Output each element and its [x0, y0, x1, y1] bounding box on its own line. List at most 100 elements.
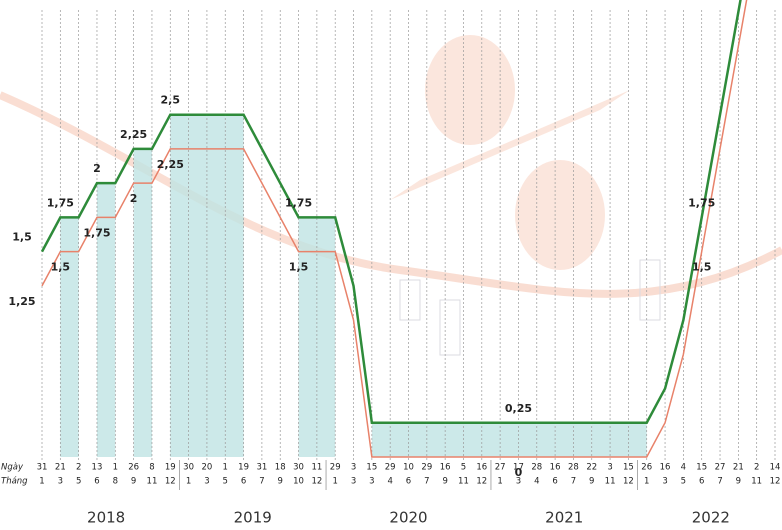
- month-label: 1: [332, 477, 337, 487]
- month-label: 1: [497, 477, 502, 487]
- plateau-band: [426, 422, 446, 457]
- value-label: 0,25: [505, 402, 532, 415]
- day-label: 19: [165, 463, 176, 473]
- day-label: 11: [311, 463, 322, 473]
- day-label: 19: [238, 463, 249, 473]
- month-label: 11: [458, 477, 469, 487]
- month-label: 5: [223, 477, 228, 487]
- day-label: 18: [275, 463, 286, 473]
- month-label: 5: [681, 477, 686, 487]
- day-row-label: Ngày: [1, 463, 24, 473]
- value-label: 2,5: [161, 94, 181, 107]
- plateau-band: [500, 422, 519, 457]
- day-label: 27: [715, 463, 726, 473]
- year-label: 2018: [87, 509, 125, 527]
- plateau-band: [408, 422, 427, 457]
- month-label: 9: [589, 477, 594, 487]
- value-label: 1,5: [289, 261, 309, 274]
- value-label: 2: [93, 162, 101, 175]
- month-label: 4: [534, 477, 539, 487]
- day-label: 29: [421, 463, 432, 473]
- day-label: 3: [607, 463, 612, 473]
- plateau-band: [591, 422, 611, 457]
- day-label: 15: [623, 463, 634, 473]
- month-label: 1: [39, 477, 44, 487]
- month-label: 12: [623, 477, 634, 487]
- day-label: 31: [37, 463, 48, 473]
- value-label: 0: [515, 466, 523, 479]
- month-label: 6: [94, 477, 99, 487]
- day-label: 31: [256, 463, 267, 473]
- value-label: 1,75: [285, 196, 312, 209]
- month-label: 11: [751, 477, 762, 487]
- day-label: 13: [92, 463, 103, 473]
- day-label: 15: [696, 463, 707, 473]
- month-label: 3: [351, 477, 356, 487]
- day-label: 17: [513, 463, 524, 473]
- plateau-band: [390, 422, 409, 457]
- rate-line: [41, 0, 748, 458]
- month-label: 11: [147, 477, 158, 487]
- plateau-band: [555, 422, 574, 457]
- month-label: 9: [131, 477, 136, 487]
- plateau-band: [463, 422, 482, 457]
- month-label: 7: [571, 477, 576, 487]
- day-label: 5: [461, 463, 466, 473]
- day-label: 30: [293, 463, 304, 473]
- value-label: 1,75: [47, 196, 74, 209]
- day-label: 16: [660, 463, 671, 473]
- day-label: 8: [149, 463, 154, 473]
- value-label: 1,5: [692, 261, 712, 274]
- month-label: 9: [278, 477, 283, 487]
- month-label: 6: [552, 477, 557, 487]
- month-label: 9: [736, 477, 741, 487]
- day-label: 20: [202, 463, 213, 473]
- day-label: 28: [531, 463, 542, 473]
- month-row-label: Tháng: [1, 477, 28, 487]
- month-label: 3: [58, 477, 63, 487]
- month-label: 7: [259, 477, 264, 487]
- value-label: 2: [130, 192, 138, 205]
- day-label: 4: [681, 463, 686, 473]
- month-label: 3: [516, 477, 521, 487]
- month-label: 12: [311, 477, 322, 487]
- day-label: 15: [366, 463, 377, 473]
- day-label: 3: [351, 463, 356, 473]
- value-label: 1,75: [83, 226, 110, 239]
- day-label: 16: [440, 463, 451, 473]
- day-label: 30: [183, 463, 194, 473]
- month-label: 4: [387, 477, 392, 487]
- year-label: 2021: [545, 509, 583, 527]
- value-label: 1,25: [8, 295, 35, 308]
- day-label: 1: [113, 463, 118, 473]
- plateau-band: [298, 217, 317, 457]
- plateau-band: [170, 114, 189, 457]
- plateau-band: [371, 422, 391, 457]
- day-label: 26: [128, 463, 139, 473]
- month-label: 6: [406, 477, 411, 487]
- month-label: 3: [369, 477, 374, 487]
- plateau-band: [518, 422, 537, 457]
- month-label: 9: [442, 477, 447, 487]
- plateau-band: [573, 422, 592, 457]
- value-label: 1,5: [51, 261, 71, 274]
- day-label: 21: [733, 463, 744, 473]
- day-label: 2: [76, 463, 81, 473]
- day-label: 21: [55, 463, 66, 473]
- month-label: 3: [662, 477, 667, 487]
- month-label: 12: [770, 477, 781, 487]
- plateau-band: [188, 114, 207, 457]
- day-label: 29: [385, 463, 396, 473]
- plateau-band: [96, 183, 116, 457]
- month-label: 6: [699, 477, 704, 487]
- day-label: 10: [403, 463, 414, 473]
- month-label: 3: [204, 477, 209, 487]
- month-label: 11: [605, 477, 616, 487]
- month-label: 10: [293, 477, 304, 487]
- plateau-band: [206, 114, 226, 457]
- year-label: 2019: [234, 509, 272, 527]
- plateau-band: [133, 148, 152, 457]
- plateau-band: [610, 422, 629, 457]
- value-label: 2,25: [157, 158, 184, 171]
